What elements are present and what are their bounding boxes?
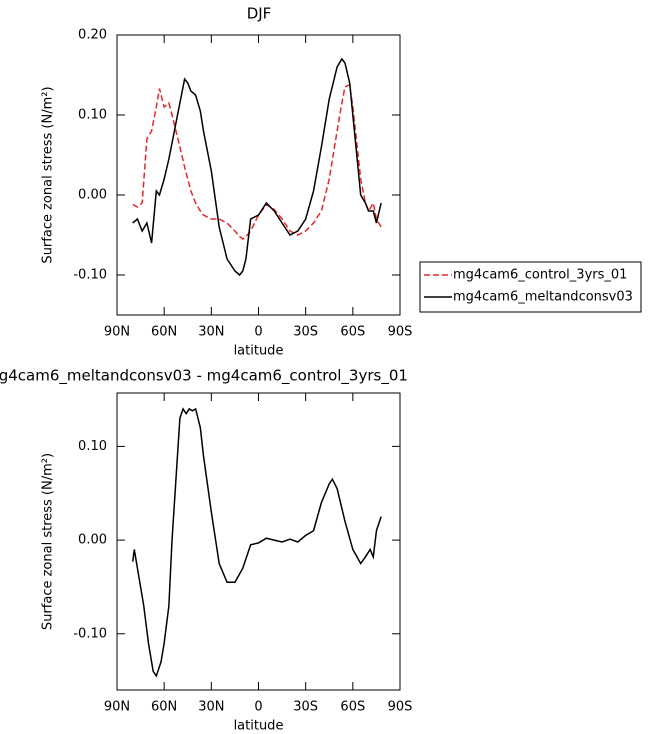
- x-tick-label: 60S: [340, 700, 365, 715]
- x-axis-label: latitude: [234, 719, 284, 731]
- x-tick-label: 90S: [388, 700, 413, 715]
- y-tick-label: 0.00: [78, 188, 107, 203]
- chart-title: mg4cam6_meltandconsv03 - mg4cam6_control…: [0, 367, 408, 386]
- x-tick-label: 90S: [388, 325, 413, 340]
- y-tick-label: 0.20: [78, 28, 107, 43]
- x-tick-label: 60S: [340, 325, 365, 340]
- y-tick-label: -0.10: [73, 268, 107, 283]
- y-axis-label: Surface zonal stress (N/m²): [41, 86, 56, 263]
- y-tick-label: 0.10: [78, 439, 107, 454]
- x-tick-label: 90N: [104, 700, 130, 715]
- x-tick-label: 0: [254, 700, 262, 715]
- chart-title: DJF: [247, 5, 272, 23]
- x-tick-label: 60N: [151, 325, 177, 340]
- y-tick-label: -0.10: [73, 626, 107, 641]
- series-line: [132, 57, 382, 277]
- legend-label: mg4cam6_meltandconsv03: [453, 290, 633, 305]
- x-tick-label: 30N: [198, 325, 224, 340]
- legend-box: [419, 261, 642, 313]
- y-tick-label: 0.00: [78, 533, 107, 548]
- legend-label: mg4cam6_control_3yrs_01: [453, 268, 627, 283]
- x-tick-label: 30S: [293, 700, 318, 715]
- x-tick-label: 0: [254, 325, 262, 340]
- x-tick-label: 60N: [151, 700, 177, 715]
- x-axis-label: latitude: [234, 344, 284, 359]
- y-axis-label: Surface zonal stress (N/m²): [41, 453, 56, 630]
- series-line: [131, 407, 382, 678]
- x-tick-label: 90N: [104, 325, 130, 340]
- y-tick-label: 0.10: [78, 108, 107, 123]
- plot-frame: [116, 34, 401, 316]
- series-line: [132, 83, 382, 240]
- x-tick-label: 30N: [198, 700, 224, 715]
- plot-frame: [116, 392, 401, 691]
- x-tick-label: 30S: [293, 325, 318, 340]
